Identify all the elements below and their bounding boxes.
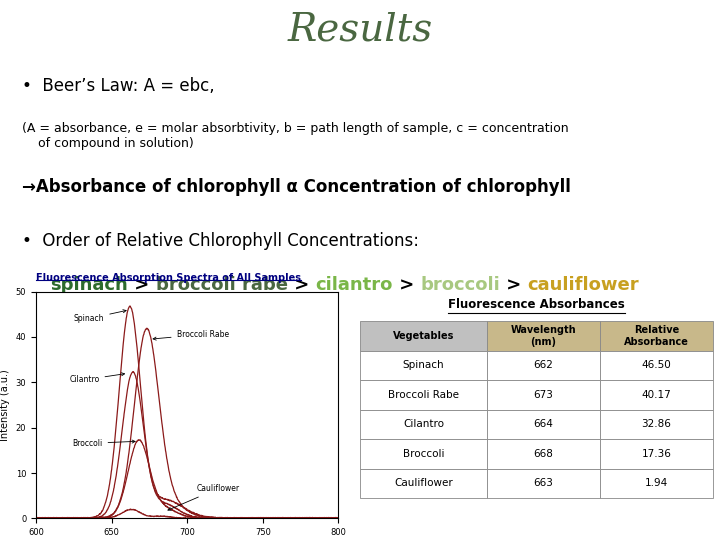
- Text: 17.36: 17.36: [642, 449, 671, 459]
- Text: •  Beer’s Law: A = ebc,: • Beer’s Law: A = ebc,: [22, 77, 215, 95]
- Text: Cilantro: Cilantro: [403, 419, 444, 429]
- Text: Cilantro: Cilantro: [69, 373, 125, 384]
- Bar: [360, 350, 487, 380]
- Text: Results: Results: [287, 12, 433, 49]
- Text: >: >: [392, 276, 420, 294]
- Bar: [600, 409, 713, 439]
- Text: 668: 668: [534, 449, 554, 459]
- Text: cilantro: cilantro: [315, 276, 392, 294]
- Text: Relative
Absorbance: Relative Absorbance: [624, 325, 689, 347]
- Bar: [487, 321, 600, 350]
- Text: >: >: [288, 276, 315, 294]
- Bar: [600, 380, 713, 409]
- Bar: [487, 469, 600, 498]
- Text: Broccoli Rabe: Broccoli Rabe: [153, 330, 229, 340]
- Bar: [600, 321, 713, 350]
- Bar: [360, 409, 487, 439]
- Bar: [360, 439, 487, 469]
- Bar: [487, 409, 600, 439]
- Text: Broccoli: Broccoli: [72, 439, 135, 448]
- Text: Fluorescence Absorbances: Fluorescence Absorbances: [448, 299, 625, 312]
- Text: spinach: spinach: [50, 276, 128, 294]
- Text: 662: 662: [534, 360, 554, 370]
- Bar: [487, 380, 600, 409]
- Text: 673: 673: [534, 390, 554, 400]
- Text: 1.94: 1.94: [644, 478, 668, 488]
- Text: (A = absorbance, e = molar absorbtivity, b = path length of sample, c = concentr: (A = absorbance, e = molar absorbtivity,…: [22, 122, 568, 150]
- Bar: [600, 439, 713, 469]
- Bar: [600, 469, 713, 498]
- Text: >: >: [500, 276, 527, 294]
- Text: 664: 664: [534, 419, 554, 429]
- Text: Spinach: Spinach: [402, 360, 444, 370]
- Bar: [487, 439, 600, 469]
- Text: broccoli: broccoli: [420, 276, 500, 294]
- Text: Fluorescence Absorption Spectra of All Samples: Fluorescence Absorption Spectra of All S…: [36, 273, 301, 282]
- Text: >: >: [128, 276, 156, 294]
- Text: •  Order of Relative Chlorophyll Concentrations:: • Order of Relative Chlorophyll Concentr…: [22, 232, 418, 249]
- Text: →Absorbance of chlorophyll α Concentration of chlorophyll: →Absorbance of chlorophyll α Concentrati…: [22, 178, 570, 196]
- Text: Broccoli Rabe: Broccoli Rabe: [388, 390, 459, 400]
- Text: Cauliflower: Cauliflower: [168, 484, 239, 510]
- Text: cauliflower: cauliflower: [527, 276, 639, 294]
- Bar: [600, 350, 713, 380]
- Bar: [487, 350, 600, 380]
- Text: 32.86: 32.86: [642, 419, 671, 429]
- Y-axis label: Intensity (a.u.): Intensity (a.u.): [0, 369, 10, 441]
- Text: Wavelength
(nm): Wavelength (nm): [510, 325, 576, 347]
- Text: 46.50: 46.50: [642, 360, 671, 370]
- Text: Cauliflower: Cauliflower: [394, 478, 453, 488]
- Text: Spinach: Spinach: [74, 309, 126, 323]
- Text: Vegetables: Vegetables: [393, 331, 454, 341]
- Bar: [360, 321, 487, 350]
- Bar: [360, 380, 487, 409]
- Bar: [360, 469, 487, 498]
- Text: broccoli rabe: broccoli rabe: [156, 276, 288, 294]
- Text: 40.17: 40.17: [642, 390, 671, 400]
- Text: 663: 663: [534, 478, 554, 488]
- Text: Broccoli: Broccoli: [402, 449, 444, 459]
